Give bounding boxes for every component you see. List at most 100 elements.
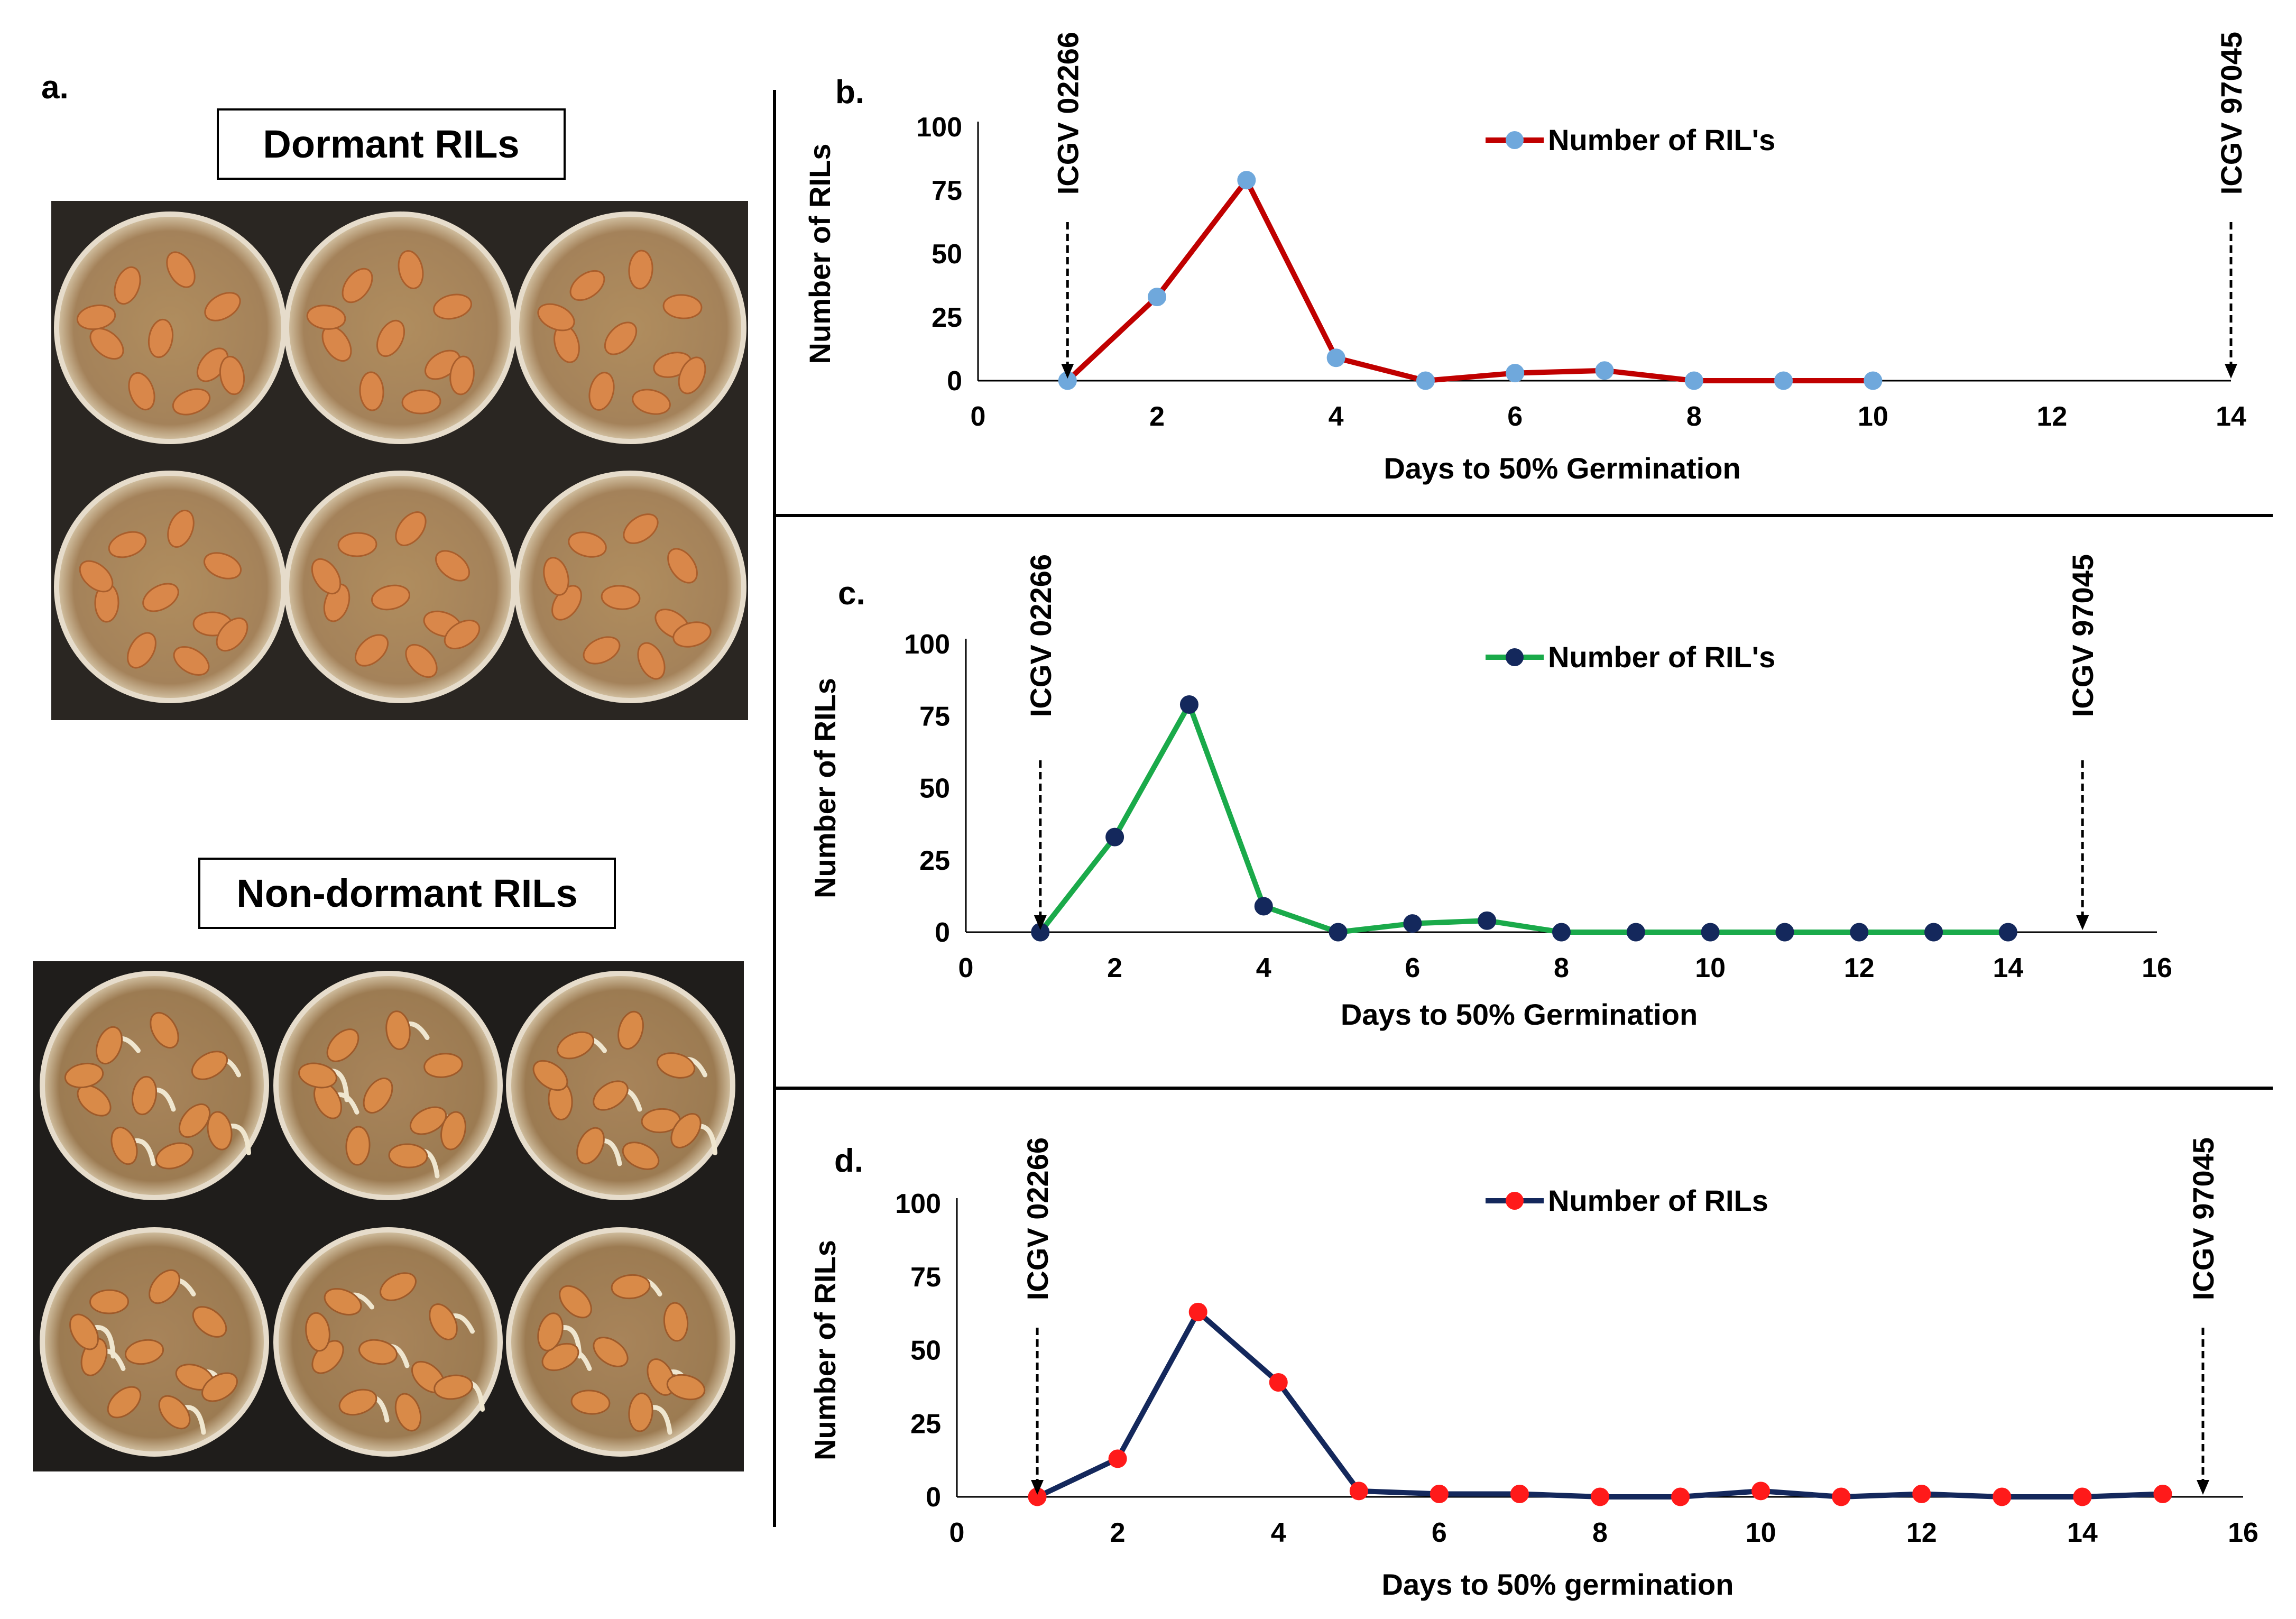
data-point	[1148, 288, 1167, 307]
seed	[395, 511, 427, 546]
seed	[95, 1026, 123, 1065]
x-axis-label: Days to 50% Germination	[1384, 452, 1740, 485]
seed	[204, 292, 241, 321]
x-tick-label: 8	[1686, 401, 1702, 432]
x-tick-label: 14	[2067, 1517, 2098, 1548]
y-tick-label: 100	[916, 112, 962, 143]
seed	[147, 318, 174, 358]
data-point	[1832, 1487, 1851, 1506]
x-tick-label: 4	[1329, 401, 1344, 432]
seed	[172, 388, 211, 416]
seed	[107, 1386, 142, 1419]
data-point	[1430, 1484, 1449, 1503]
data-point	[1510, 1484, 1529, 1503]
data-point	[1349, 1482, 1368, 1501]
annotation-arrow-head	[2225, 364, 2237, 379]
vertical-separator	[773, 90, 776, 1527]
panel-a-letter: a.	[41, 69, 69, 106]
data-point	[1684, 371, 1703, 390]
seed	[632, 389, 671, 415]
seed	[167, 509, 195, 548]
seed	[388, 1143, 428, 1169]
seed	[556, 1031, 595, 1060]
seed	[192, 1306, 227, 1338]
annotation-label: ICGV 02266	[1051, 32, 1084, 195]
x-tick-label: 0	[971, 401, 986, 432]
seed	[191, 1051, 228, 1080]
seed	[110, 1126, 138, 1165]
seed	[69, 1313, 99, 1350]
data-point	[1108, 1449, 1127, 1468]
data-point	[1595, 361, 1614, 380]
seed	[611, 1274, 651, 1300]
seed	[622, 1142, 660, 1170]
legend-label: Number of RIL's	[1548, 640, 1775, 674]
data-point	[1552, 923, 1571, 942]
y-tick-label: 50	[910, 1336, 941, 1366]
data-point	[1701, 923, 1720, 942]
y-tick-label: 0	[935, 917, 950, 948]
x-tick-label: 4	[1256, 953, 1271, 983]
data-point	[1105, 827, 1124, 847]
x-tick-label: 12	[2037, 401, 2068, 432]
data-point	[1912, 1484, 1931, 1503]
data-point	[1254, 897, 1273, 916]
seed	[593, 1337, 629, 1367]
seed	[429, 1303, 458, 1340]
seed	[401, 389, 441, 415]
seed	[569, 270, 605, 301]
panel-letter: b.	[835, 74, 864, 111]
data-point	[1751, 1482, 1771, 1501]
seed	[601, 585, 641, 610]
seed	[89, 327, 124, 360]
data-point	[1864, 371, 1883, 390]
seed	[149, 1269, 180, 1304]
x-tick-label: 2	[1107, 953, 1122, 983]
seed	[207, 1111, 233, 1151]
data-point	[1506, 364, 1525, 383]
seed	[131, 1075, 158, 1116]
seed	[376, 319, 405, 357]
dormant-petri-photo	[51, 201, 748, 720]
y-tick-label: 50	[932, 239, 962, 270]
data-point	[1237, 171, 1256, 190]
data-point	[1269, 1373, 1288, 1392]
seed	[77, 1084, 112, 1117]
seed	[385, 1010, 411, 1050]
x-axis-label: Days to 50% germination	[1382, 1568, 1734, 1601]
seed	[537, 303, 575, 332]
seed	[142, 583, 179, 612]
seed	[363, 1078, 393, 1114]
annotation-label: ICGV 02266	[1021, 1137, 1054, 1300]
seed	[342, 268, 373, 303]
x-tick-label: 10	[1858, 401, 1888, 432]
seeds-dormant	[76, 250, 712, 680]
seed	[76, 304, 116, 330]
seed	[326, 1028, 359, 1062]
seed	[359, 371, 384, 411]
y-tick-label: 25	[932, 302, 962, 333]
x-tick-label: 4	[1271, 1517, 1286, 1548]
y-axis-label: Number of RILs	[803, 144, 836, 364]
seed	[593, 1080, 629, 1111]
x-tick-label: 2	[1149, 401, 1165, 432]
seed	[667, 548, 698, 584]
seed	[324, 1288, 362, 1316]
y-tick-label: 75	[932, 176, 962, 206]
annotation-label: ICGV 97045	[2215, 32, 2248, 195]
seed	[158, 1395, 191, 1430]
y-axis-label: Number of RILs	[808, 1240, 842, 1460]
seed	[380, 1272, 417, 1301]
x-tick-label: 6	[1432, 1517, 1447, 1548]
annotation-arrow-head	[1031, 1480, 1044, 1495]
data-point	[1179, 695, 1198, 714]
seed	[173, 646, 210, 676]
y-tick-label: 0	[926, 1482, 941, 1513]
seed	[305, 1312, 330, 1352]
data-point	[1998, 923, 2017, 942]
x-tick-label: 14	[1993, 953, 2023, 983]
seed	[568, 531, 607, 558]
chart-c: c. 0 25 50 75 100 0 2 4 6 8 10 12 14 16 Days to 50% Ger…	[808, 554, 2172, 1031]
seed	[178, 1103, 211, 1138]
seed	[623, 513, 659, 544]
